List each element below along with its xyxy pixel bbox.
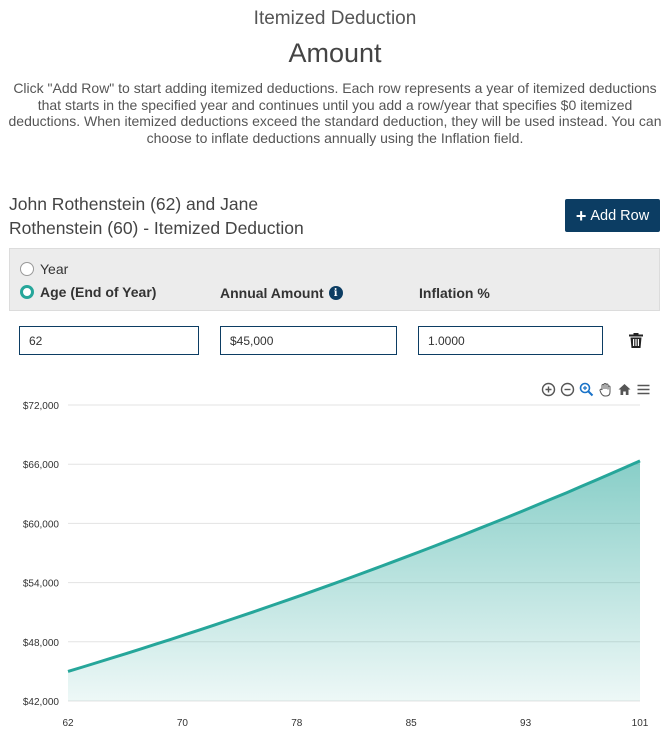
y-tick-label: $42,000 — [23, 697, 60, 708]
age-input[interactable] — [19, 326, 199, 355]
x-tick-label: 62 — [62, 718, 74, 729]
inflation-input[interactable] — [418, 326, 603, 355]
menu-icon[interactable] — [636, 382, 651, 397]
x-tick-label: 85 — [406, 718, 418, 729]
x-tick-label: 78 — [291, 718, 303, 729]
radio-year-label: Year — [40, 261, 69, 277]
zoom-out-icon[interactable] — [560, 382, 575, 397]
pan-hand-icon[interactable] — [598, 382, 613, 397]
radio-age[interactable]: Age (End of Year) — [20, 284, 156, 300]
y-tick-label: $72,000 — [23, 401, 60, 412]
amount-input[interactable] — [220, 326, 397, 355]
section-title: John Rothenstein (62) and Jane Rothenste… — [9, 194, 304, 238]
magnify-icon[interactable] — [579, 382, 594, 397]
y-tick-label: $66,000 — [23, 460, 60, 471]
zoom-in-icon[interactable] — [541, 382, 556, 397]
add-row-label: Add Row — [590, 207, 650, 224]
column-amount-label: Annual Amount — [220, 285, 324, 301]
x-tick-label: 101 — [632, 718, 649, 729]
table-header-panel: Year Age (End of Year) Annual Amount i I… — [9, 248, 660, 311]
radio-age-circle[interactable] — [20, 285, 34, 299]
series-area — [68, 460, 640, 701]
series-line — [67, 459, 641, 673]
radio-age-label: Age (End of Year) — [40, 284, 157, 300]
page-title: Amount — [288, 38, 382, 68]
x-tick-label: 93 — [520, 718, 532, 729]
description-text: Click "Add Row" to start adding itemized… — [8, 80, 662, 146]
info-icon[interactable]: i — [328, 286, 343, 300]
chart-toolbar — [541, 382, 651, 397]
column-header-amount: Annual Amount i — [220, 285, 343, 301]
y-tick-label: $60,000 — [23, 519, 60, 530]
column-header-inflation: Inflation % — [419, 285, 490, 301]
radio-year[interactable]: Year — [20, 261, 68, 277]
y-tick-label: $48,000 — [23, 638, 60, 649]
header-subtitle: Itemized Deduction — [253, 8, 417, 29]
y-tick-label: $54,000 — [23, 579, 60, 590]
trash-icon[interactable] — [629, 333, 643, 348]
home-icon[interactable] — [617, 382, 632, 397]
column-inflation-label: Inflation % — [419, 285, 490, 301]
add-row-button[interactable]: + Add Row — [565, 199, 660, 232]
deduction-chart: $42,000 $48,000 $54,000 $60,000 $66,000 $72,0… — [23, 401, 649, 729]
radio-year-circle[interactable] — [20, 262, 34, 276]
plus-icon: + — [575, 205, 587, 226]
x-tick-label: 70 — [177, 718, 189, 729]
